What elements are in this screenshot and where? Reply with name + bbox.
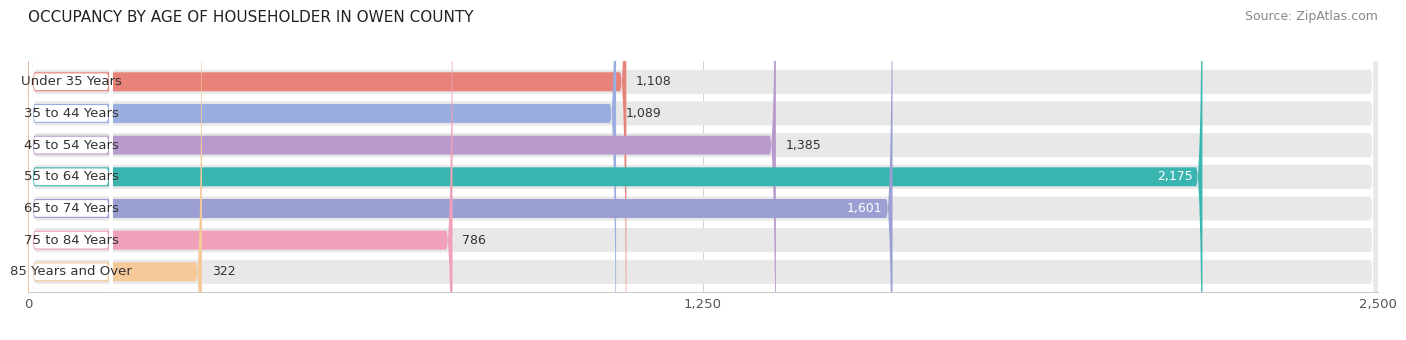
Text: 85 Years and Over: 85 Years and Over — [10, 265, 132, 278]
FancyBboxPatch shape — [28, 0, 776, 340]
Text: 1,385: 1,385 — [786, 139, 821, 152]
FancyBboxPatch shape — [30, 0, 112, 340]
FancyBboxPatch shape — [28, 0, 1378, 340]
Text: 1,601: 1,601 — [848, 202, 883, 215]
FancyBboxPatch shape — [28, 0, 202, 340]
Text: 45 to 54 Years: 45 to 54 Years — [24, 139, 118, 152]
FancyBboxPatch shape — [28, 0, 1378, 340]
Text: 75 to 84 Years: 75 to 84 Years — [24, 234, 118, 246]
FancyBboxPatch shape — [30, 0, 112, 340]
FancyBboxPatch shape — [28, 0, 626, 340]
FancyBboxPatch shape — [30, 0, 112, 340]
FancyBboxPatch shape — [28, 0, 616, 340]
Text: 786: 786 — [463, 234, 486, 246]
Text: 322: 322 — [212, 265, 235, 278]
FancyBboxPatch shape — [28, 0, 893, 340]
Text: Under 35 Years: Under 35 Years — [21, 75, 121, 88]
FancyBboxPatch shape — [28, 0, 1378, 340]
FancyBboxPatch shape — [28, 0, 1378, 340]
Text: 35 to 44 Years: 35 to 44 Years — [24, 107, 118, 120]
Text: 65 to 74 Years: 65 to 74 Years — [24, 202, 118, 215]
FancyBboxPatch shape — [28, 0, 1378, 340]
Text: Source: ZipAtlas.com: Source: ZipAtlas.com — [1244, 10, 1378, 23]
FancyBboxPatch shape — [30, 0, 112, 340]
FancyBboxPatch shape — [30, 0, 112, 340]
Text: 55 to 64 Years: 55 to 64 Years — [24, 170, 118, 183]
Text: 1,108: 1,108 — [636, 75, 672, 88]
FancyBboxPatch shape — [30, 0, 112, 340]
FancyBboxPatch shape — [28, 0, 1378, 340]
FancyBboxPatch shape — [28, 0, 1202, 340]
Text: 2,175: 2,175 — [1157, 170, 1192, 183]
FancyBboxPatch shape — [28, 0, 1378, 340]
Text: 1,089: 1,089 — [626, 107, 662, 120]
Text: OCCUPANCY BY AGE OF HOUSEHOLDER IN OWEN COUNTY: OCCUPANCY BY AGE OF HOUSEHOLDER IN OWEN … — [28, 10, 474, 25]
FancyBboxPatch shape — [30, 0, 112, 340]
FancyBboxPatch shape — [28, 0, 453, 340]
